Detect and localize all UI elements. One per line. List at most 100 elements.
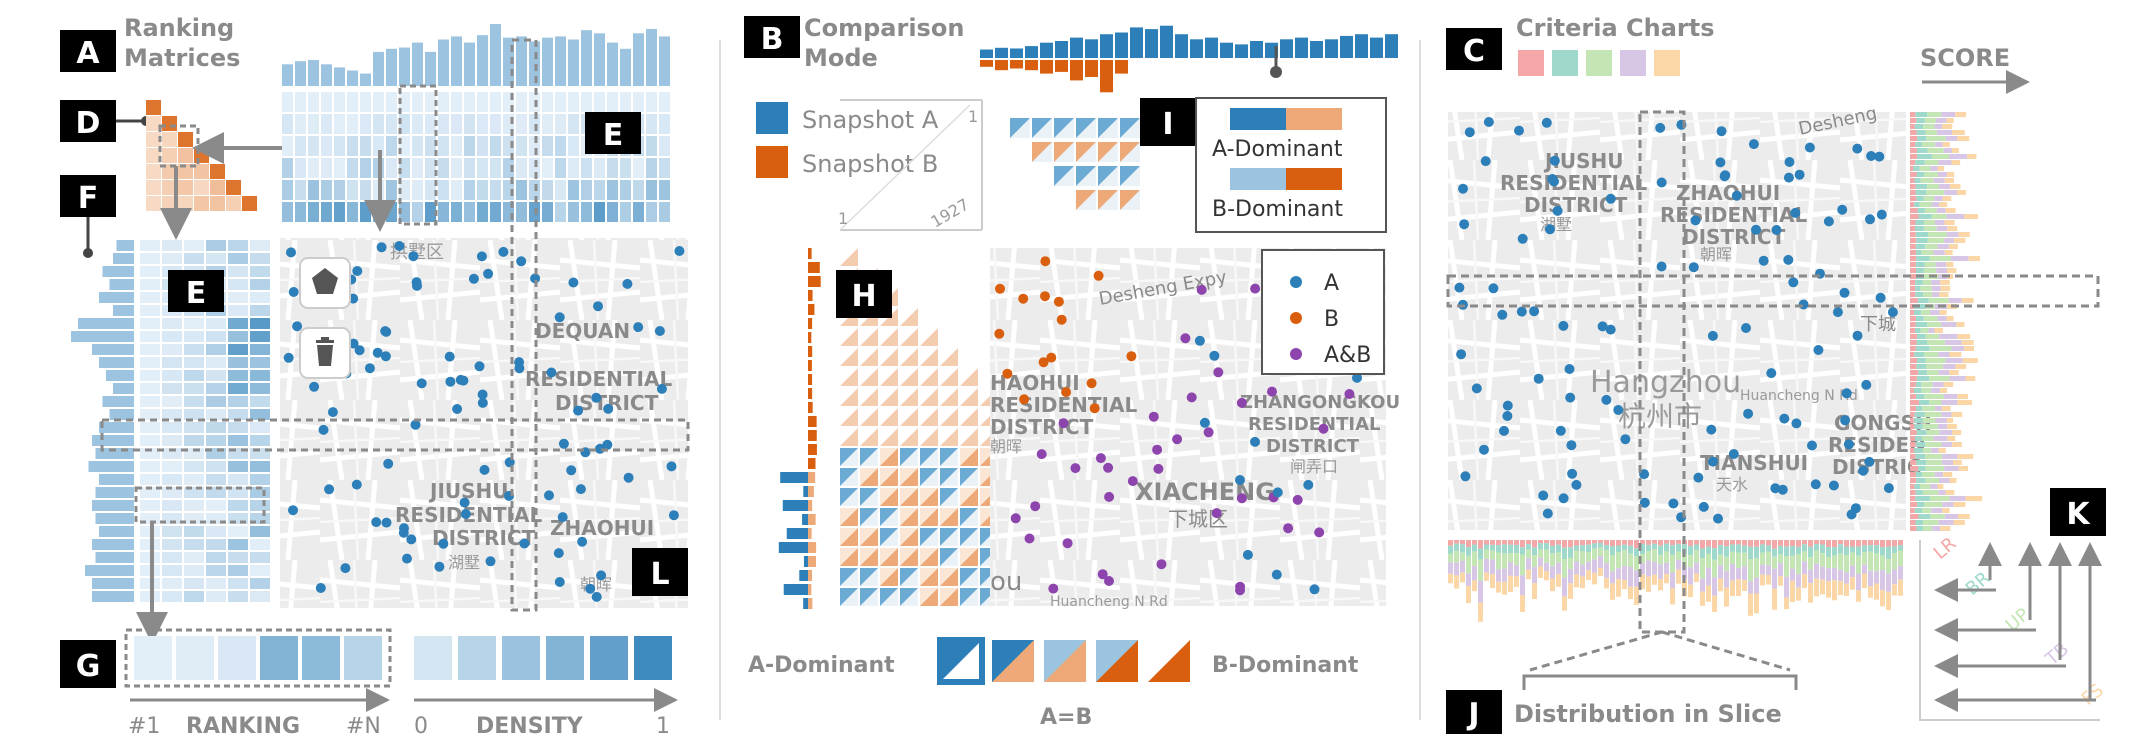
top-matrix-cell [347, 180, 358, 200]
bottom-stack-seg [1484, 558, 1489, 573]
bottom-stack-seg [1892, 540, 1897, 547]
map-point [1103, 462, 1114, 473]
left-matrix-cell [162, 253, 182, 264]
right-stack-seg [1910, 184, 1916, 189]
map-point [351, 479, 362, 490]
tri-d-cell [146, 132, 161, 147]
tri-d-cell [178, 180, 193, 195]
right-stack-seg [1957, 454, 1974, 459]
top-matrix-cell [568, 136, 579, 156]
left-hist-bar-a [99, 526, 134, 537]
top-matrix-cell [516, 202, 527, 222]
tri-b-cell [960, 428, 978, 446]
right-stack-seg [1921, 382, 1933, 387]
left-matrix-cell [140, 292, 160, 303]
top-matrix-cell [438, 92, 449, 112]
bottom-stack-seg [1820, 579, 1825, 595]
map-point [1783, 172, 1794, 183]
map-a[interactable]: 拱墅区 JIUSHU RESIDENTIAL DISTRICT 湖墅 ZHAOH… [280, 238, 688, 608]
right-stack-seg [1941, 442, 1953, 447]
right-stack-seg [1930, 484, 1938, 489]
right-stack-seg [1947, 274, 1954, 279]
bottom-stack-seg [1826, 568, 1831, 582]
top-matrix-cell [334, 114, 345, 134]
top-matrix-cell [321, 202, 332, 222]
top-matrix-cell [399, 92, 410, 112]
right-stack-seg [1915, 292, 1924, 297]
top-matrix-cell [334, 180, 345, 200]
map-point [1318, 423, 1329, 434]
delete-tool-button[interactable] [299, 327, 351, 379]
map-point [1751, 224, 1761, 235]
bottom-stack-seg [1634, 570, 1639, 587]
map-point [1731, 190, 1742, 201]
bottom-stack-seg [1562, 540, 1567, 548]
criteria-swatches [1518, 50, 1680, 76]
map-point [1713, 513, 1723, 524]
top-matrix-cell [516, 114, 527, 134]
tri-b-cell [920, 368, 938, 386]
bottom-stack-seg [1604, 563, 1609, 579]
badge-h [836, 270, 892, 318]
top-matrix-cell [347, 158, 358, 178]
top-matrix-cell [477, 202, 488, 222]
top-hist-bar-b-a [1295, 37, 1308, 58]
bottom-stack-seg [1598, 567, 1603, 577]
bottom-stack-seg [1562, 559, 1567, 578]
bottom-stack-seg [1814, 550, 1819, 564]
right-stack-seg [1910, 448, 1915, 453]
bottom-stack-seg [1478, 559, 1483, 581]
left-matrix-cell [162, 240, 182, 251]
bottom-stack-seg [1868, 586, 1873, 598]
right-stack-seg [1910, 160, 1916, 165]
bottom-stack-seg [1508, 562, 1513, 576]
tri-d-cell [146, 100, 161, 115]
polygon-tool-button[interactable] [299, 257, 351, 309]
map-a-label-4: DISTRICT [432, 526, 536, 550]
right-stack-seg [1922, 280, 1932, 285]
right-stack-seg [1939, 334, 1958, 339]
right-stack-seg [1910, 328, 1916, 333]
bottom-stack-seg [1754, 577, 1759, 594]
map-point [1148, 411, 1159, 422]
right-stack-seg [1916, 394, 1925, 399]
map-point [476, 251, 487, 262]
map-point [318, 424, 329, 435]
top-matrix-cell [633, 92, 644, 112]
left-matrix-cell [140, 344, 160, 355]
tri-b-cell [860, 408, 878, 426]
top-matrix-cell [451, 92, 462, 112]
left-hist-bar-a [78, 318, 134, 329]
bottom-stack-seg [1880, 555, 1885, 571]
right-stack-seg [1930, 166, 1938, 171]
map-point [1480, 156, 1491, 167]
ranking-legend-cell [134, 636, 172, 680]
top-matrix-cell [516, 136, 527, 156]
right-stack-seg [1943, 382, 1954, 387]
left-hist-bar-a [92, 435, 134, 446]
right-stack-seg [1910, 322, 1916, 327]
right-stack-seg [1910, 520, 1916, 525]
right-stack-seg [1921, 250, 1934, 255]
top-matrix-cell [464, 158, 475, 178]
map-c[interactable]: Desheng JIUSHU RESIDENTIAL DISTRICT 湖墅 Z… [1448, 103, 1932, 530]
tri-d-cell [178, 164, 193, 179]
right-stack-seg [1925, 358, 1946, 363]
map-point [340, 563, 351, 574]
bottom-stack-seg [1514, 564, 1519, 577]
tri-d-cell [162, 132, 177, 147]
left-matrix-cell [250, 513, 270, 524]
bottom-stack-seg [1454, 543, 1459, 552]
right-stack-seg [1924, 502, 1943, 507]
bottom-stack-seg [1568, 547, 1573, 558]
left-hist-b-b [808, 444, 817, 455]
map-point [1460, 471, 1471, 482]
map-point [1314, 527, 1325, 538]
top-hist-bar-b-a [1100, 34, 1113, 58]
map-point [1153, 463, 1164, 474]
criteria-swatch [1620, 50, 1646, 76]
density-legend-cell [546, 636, 584, 680]
right-stack-seg [1948, 154, 1968, 159]
badge-a [60, 30, 116, 72]
right-stack-seg [1910, 394, 1917, 399]
